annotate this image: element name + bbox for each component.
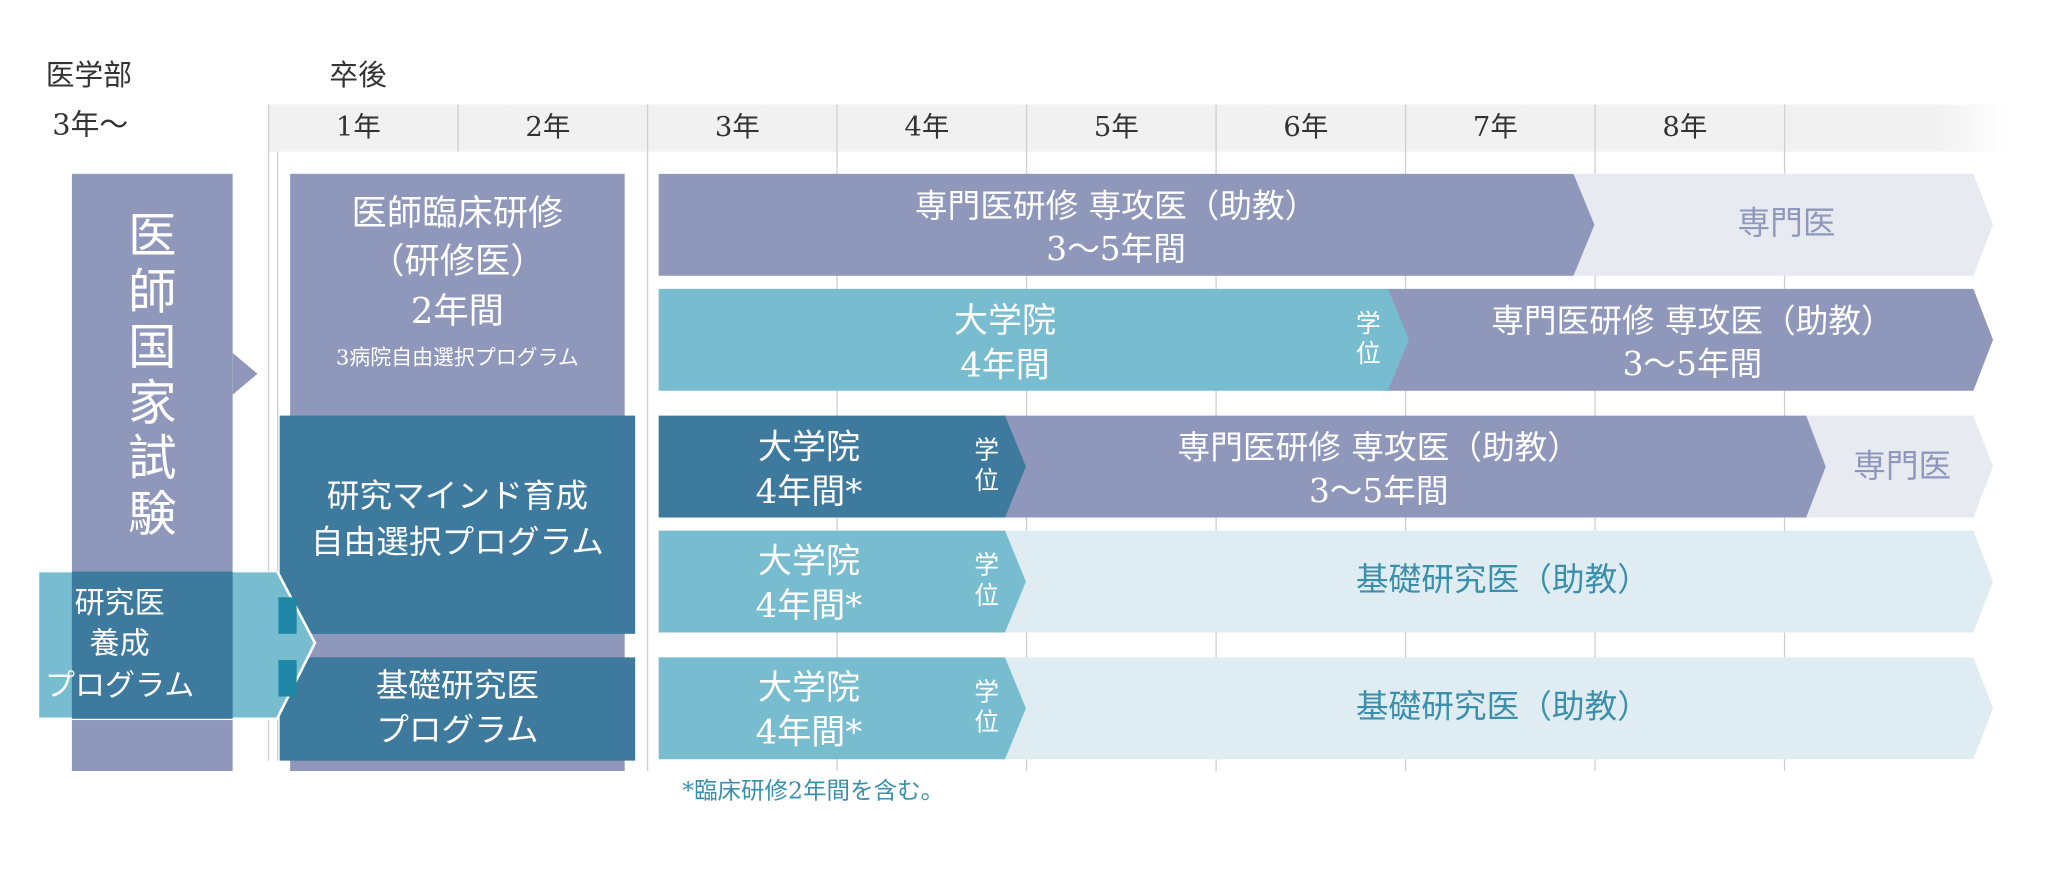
year-header-band (267, 104, 2007, 152)
row4-graduate-label: 大学院 4年間* (755, 542, 863, 626)
year-label-6: 6年 (1283, 111, 1329, 143)
research-training-shape (37, 571, 317, 721)
research-mind-block (279, 415, 636, 634)
row1-specialist-training-label: 専門医研修 専攻医（助教） 3〜5年間 (914, 186, 1318, 268)
row1-specialist-label: 専門医 (1737, 203, 1836, 242)
year-label-4: 4年 (904, 111, 950, 143)
clinical-training-note: 3病院自由選択プログラム (336, 345, 579, 370)
row3-specialist-end-arrow (1803, 415, 1994, 518)
row3-degree-label: 学 位 (974, 436, 1000, 496)
footnote: *臨床研修2年間を含む。 (682, 777, 945, 806)
row3-graduate-arrow (658, 415, 1026, 518)
national-exam-label: 医 師 国 家 試 験 (128, 207, 177, 543)
year-label-3: 3年 (714, 111, 760, 143)
row5-graduate-label: 大学院 4年間* (755, 669, 863, 753)
row1-specialist-end-arrow (1568, 173, 1994, 276)
row1-specialist-training-arrow (658, 173, 1595, 276)
clinical-training-label: 医師臨床研修 （研修医） 2年間 (351, 193, 564, 332)
row2-degree-label: 学 位 (1355, 309, 1381, 369)
row4-basic-researcher-label: 基礎研究医（助教） (1355, 560, 1650, 599)
row2-graduate-label: 大学院 4年間 (954, 301, 1056, 386)
row2-graduate-arrow (658, 288, 1409, 391)
basic-program-block (279, 657, 636, 761)
year-label-5: 5年 (1093, 111, 1139, 143)
basic-program-label: 基礎研究医 プログラム (375, 666, 540, 749)
year-label-8: 8年 (1662, 111, 1708, 143)
year-label-7: 7年 (1472, 111, 1518, 143)
national-exam-arrow (232, 352, 258, 395)
row5-degree-label: 学 位 (974, 678, 1000, 737)
row5-basic-researcher-arrow (1001, 657, 1994, 760)
year-label-2: 2年 (525, 111, 571, 143)
year-label-1: 1年 (335, 111, 381, 143)
research-training-label: 研究医 養成 プログラム (44, 586, 195, 703)
row2-specialist-label: 専門医研修 専攻医（助教） 3〜5年間 (1491, 301, 1894, 383)
row2-specialist-arrow (1385, 288, 1994, 391)
med-school-year: 3年〜 (52, 109, 129, 143)
row4-degree-label: 学 位 (974, 551, 1000, 611)
row5-basic-researcher-label: 基礎研究医（助教） (1355, 687, 1650, 726)
row3-specialist-label: 専門医 (1853, 446, 1952, 485)
row4-graduate-arrow (658, 530, 1026, 633)
row3-graduate-label: 大学院 4年間* (755, 428, 863, 513)
research-mind-label: 研究マインド育成 自由選択プログラム (310, 477, 604, 561)
after-graduation-label: 卒後 (329, 60, 387, 93)
row4-basic-researcher-arrow (1001, 530, 1994, 633)
row5-graduate-arrow (658, 657, 1026, 760)
row3-specialist-training-arrow (1001, 415, 1826, 518)
row3-specialist-training-label: 専門医研修 専攻医（助教） 3〜5年間 (1177, 428, 1581, 510)
med-school-label: 医学部 (45, 60, 133, 93)
